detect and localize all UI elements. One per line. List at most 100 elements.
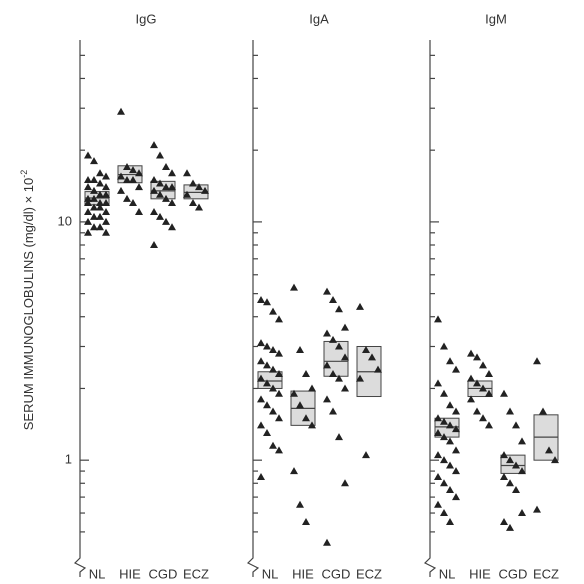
data-point	[269, 346, 277, 354]
data-point	[335, 305, 343, 313]
y-axis	[246, 40, 260, 577]
x-tick-label: NL	[439, 566, 456, 581]
data-point	[518, 509, 526, 517]
data-point	[485, 421, 493, 429]
data-point	[446, 518, 454, 526]
data-point	[533, 505, 541, 513]
data-point	[96, 199, 104, 207]
data-point	[156, 179, 164, 187]
data-point	[485, 369, 493, 377]
data-point	[117, 172, 125, 180]
data-point	[452, 493, 460, 501]
data-point	[479, 414, 487, 422]
data-point	[296, 401, 304, 409]
data-point	[323, 329, 331, 337]
data-point	[362, 346, 370, 354]
data-point	[341, 384, 349, 392]
data-point	[162, 183, 170, 191]
data-point	[150, 208, 158, 216]
data-point	[440, 509, 448, 517]
data-point	[533, 357, 541, 365]
data-point	[123, 162, 131, 170]
data-point	[102, 199, 110, 207]
data-point	[434, 315, 442, 323]
x-tick-label: ECZ	[183, 566, 209, 581]
data-point	[162, 194, 170, 202]
data-point	[467, 349, 475, 357]
data-point	[275, 315, 283, 323]
data-point	[84, 199, 92, 207]
data-point	[269, 384, 277, 392]
data-point	[275, 446, 283, 454]
data-point	[434, 414, 442, 422]
data-point	[263, 401, 271, 409]
data-point	[275, 414, 283, 422]
data-point	[479, 384, 487, 392]
data-point	[452, 446, 460, 454]
data-point	[467, 374, 475, 382]
data-point	[102, 172, 110, 180]
data-point	[90, 203, 98, 211]
data-point	[440, 389, 448, 397]
data-point	[512, 485, 520, 493]
data-point	[473, 353, 481, 361]
data-point	[168, 223, 176, 231]
data-point	[84, 151, 92, 159]
data-point	[341, 479, 349, 487]
panel-title: IgG	[136, 11, 157, 26]
x-tick-label: CGD	[149, 566, 178, 581]
x-tick-label: HIE	[292, 566, 314, 581]
data-point	[129, 175, 137, 183]
data-point	[506, 407, 514, 415]
data-point	[257, 339, 265, 347]
data-point	[123, 194, 131, 202]
data-point	[452, 425, 460, 433]
data-point	[117, 107, 125, 115]
data-point	[329, 407, 337, 415]
data-point	[323, 538, 331, 546]
data-point	[323, 395, 331, 403]
data-point	[96, 203, 104, 211]
data-point	[440, 433, 448, 441]
data-point	[446, 485, 454, 493]
data-point	[189, 179, 197, 187]
data-point	[150, 186, 158, 194]
y-axis	[423, 40, 437, 577]
data-point	[150, 175, 158, 183]
data-point	[263, 361, 271, 369]
data-point	[102, 217, 110, 225]
data-point	[440, 479, 448, 487]
data-point	[434, 500, 442, 508]
data-point	[90, 175, 98, 183]
data-point	[440, 417, 448, 425]
data-point	[518, 467, 526, 475]
data-point	[545, 446, 553, 454]
y-tick-label: 1	[65, 452, 72, 467]
data-point	[183, 169, 191, 177]
data-point	[356, 374, 364, 382]
data-point	[275, 369, 283, 377]
data-point	[195, 183, 203, 191]
data-point	[201, 186, 209, 194]
data-point	[362, 451, 370, 459]
data-point	[90, 194, 98, 202]
data-point	[329, 335, 337, 343]
data-point	[275, 349, 283, 357]
panel-title: IgM	[485, 11, 507, 26]
se-box	[500, 454, 526, 474]
data-point	[96, 212, 104, 220]
data-point	[440, 342, 448, 350]
data-point	[434, 451, 442, 459]
data-point	[257, 357, 265, 365]
y-axis	[73, 40, 87, 577]
data-point	[452, 365, 460, 373]
data-point	[323, 287, 331, 295]
data-point	[290, 283, 298, 291]
data-point	[162, 162, 170, 170]
data-point	[329, 369, 337, 377]
data-point	[308, 384, 316, 392]
data-point	[156, 151, 164, 159]
data-point	[135, 183, 143, 191]
data-point	[434, 429, 442, 437]
data-point	[308, 421, 316, 429]
